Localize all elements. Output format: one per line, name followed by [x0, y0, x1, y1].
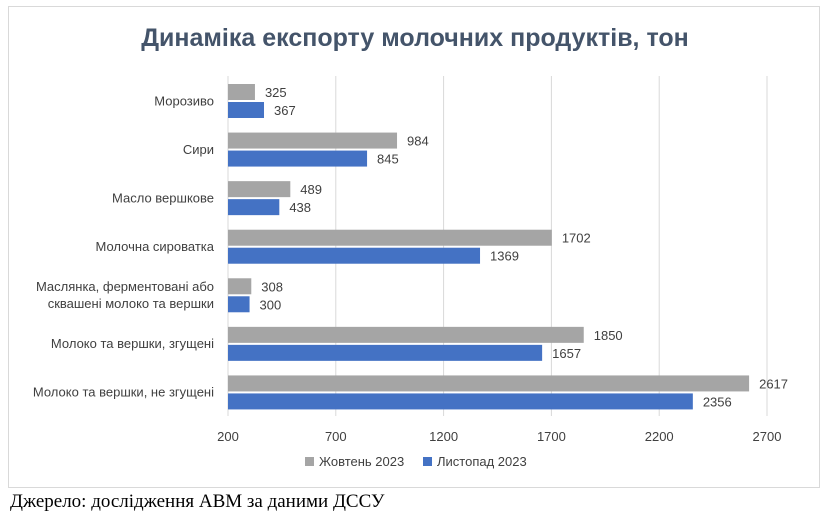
data-label-0-0: 325 [265, 85, 287, 100]
bar-5-0 [228, 326, 584, 343]
chart-svg: Динаміка експорту молочних продуктів, то… [33, 24, 788, 469]
x-tick-label-2700: 2700 [753, 429, 782, 444]
category-label-4: Маслянка, ферментовані або сквашені молок… [36, 279, 214, 311]
category-label-1: Сири [183, 142, 214, 157]
chart-area: Динаміка експорту молочних продуктів, то… [8, 6, 820, 488]
bar-0-0 [228, 84, 255, 100]
x-tick-label-700: 700 [325, 429, 347, 444]
bar-1-1 [228, 150, 368, 167]
category-label-5: Молоко та вершки, згущені [51, 336, 214, 351]
data-label-3-1: 1369 [490, 249, 519, 264]
data-label-5-0: 1850 [594, 328, 623, 343]
category-labels: Морозиво Сири Масло вершкове Молочна сирова… [33, 93, 215, 399]
data-label-2-0: 489 [300, 182, 322, 197]
source-note: Джерело: дослідження АВМ за даними ДССУ [10, 491, 385, 512]
category-label-3: Молочна сироватка [96, 239, 215, 254]
category-label-6: Молоко та вершки, не згущені [33, 385, 214, 400]
data-labels: 325 367 984 845 489 438 1702 1369 308 300 1850 1657… [260, 85, 788, 409]
x-tick-label-1200: 1200 [429, 429, 458, 444]
legend-label-1: Листопад 2023 [437, 454, 527, 469]
legend-swatch-0 [305, 457, 314, 466]
bar-3-1 [228, 247, 481, 264]
legend-swatch-1 [423, 457, 432, 466]
data-label-5-1: 1657 [552, 346, 581, 361]
data-label-1-0: 984 [407, 134, 429, 149]
bar-3-0 [228, 229, 552, 246]
data-label-4-1: 300 [260, 297, 282, 312]
bar-6-0 [228, 375, 750, 392]
legend: Жовтень 2023 Листопад 2023 [305, 454, 527, 469]
category-label-0: Морозиво [154, 93, 214, 108]
data-label-6-1: 2356 [703, 394, 732, 409]
gridlines [227, 76, 768, 416]
category-label-2: Масло вершкове [112, 190, 214, 205]
bar-4-1 [228, 296, 250, 313]
bar-1-0 [228, 132, 398, 149]
data-label-6-0: 2617 [759, 376, 788, 391]
data-label-4-0: 308 [261, 279, 283, 294]
data-label-2-1: 438 [289, 200, 311, 215]
bar-5-1 [228, 344, 543, 361]
bar-2-1 [228, 199, 280, 216]
chart-title: Динаміка експорту молочних продуктів, то… [141, 24, 689, 52]
bars [228, 84, 750, 410]
x-axis-ticks: 200 700 1200 1700 2200 2700 [217, 429, 781, 444]
x-tick-label-200: 200 [217, 429, 239, 444]
x-tick-label-1700: 1700 [537, 429, 566, 444]
data-label-1-1: 845 [377, 152, 399, 167]
data-label-3-0: 1702 [562, 231, 591, 246]
legend-label-0: Жовтень 2023 [319, 454, 404, 469]
x-tick-label-2200: 2200 [645, 429, 674, 444]
bar-0-1 [228, 102, 265, 118]
data-label-0-1: 367 [274, 103, 296, 118]
bar-6-1 [228, 393, 693, 410]
bar-2-0 [228, 181, 291, 198]
bar-4-0 [228, 278, 252, 295]
